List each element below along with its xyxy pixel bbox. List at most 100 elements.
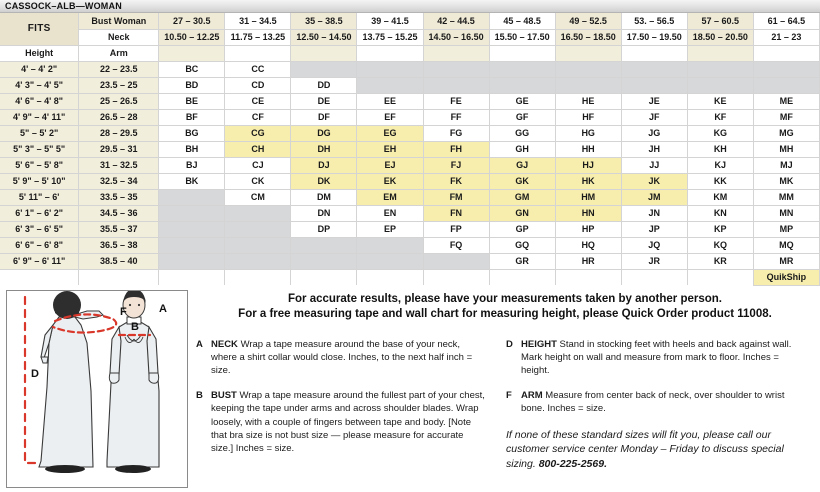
size-code-cell[interactable]: HN bbox=[555, 205, 622, 222]
size-code-cell[interactable]: FM bbox=[423, 189, 490, 206]
size-code-cell[interactable]: KR bbox=[687, 253, 754, 270]
size-code-cell[interactable]: JH bbox=[621, 141, 688, 158]
size-code-cell[interactable]: FK bbox=[423, 173, 490, 190]
size-code-cell[interactable]: FP bbox=[423, 221, 490, 238]
size-code-cell[interactable]: CJ bbox=[224, 157, 292, 174]
size-code-cell[interactable]: DK bbox=[290, 173, 358, 190]
size-code-cell[interactable]: KP bbox=[687, 221, 754, 238]
size-code-cell[interactable]: BE bbox=[158, 93, 226, 110]
size-code-cell[interactable]: ME bbox=[753, 93, 820, 110]
size-code-cell[interactable]: GN bbox=[489, 205, 556, 222]
size-code-cell[interactable]: HK bbox=[555, 173, 622, 190]
size-code-cell[interactable]: DJ bbox=[290, 157, 358, 174]
size-code-cell[interactable]: DN bbox=[290, 205, 358, 222]
size-code-cell[interactable]: JF bbox=[621, 109, 688, 126]
size-code-cell[interactable]: GK bbox=[489, 173, 556, 190]
size-code-cell[interactable]: CM bbox=[224, 189, 292, 206]
size-code-cell[interactable]: EF bbox=[356, 109, 424, 126]
size-code-cell[interactable]: HM bbox=[555, 189, 622, 206]
size-code-cell[interactable]: FH bbox=[423, 141, 490, 158]
size-code-cell[interactable]: JP bbox=[621, 221, 688, 238]
size-code-cell[interactable]: DE bbox=[290, 93, 358, 110]
size-code-cell[interactable]: HQ bbox=[555, 237, 622, 254]
size-code-cell[interactable]: EG bbox=[356, 125, 424, 142]
size-code-cell[interactable]: CC bbox=[224, 61, 292, 78]
size-code-cell[interactable]: JK bbox=[621, 173, 688, 190]
size-code-cell[interactable]: KQ bbox=[687, 237, 754, 254]
size-code-cell[interactable]: JE bbox=[621, 93, 688, 110]
size-code-cell[interactable]: MK bbox=[753, 173, 820, 190]
size-code-cell[interactable]: EK bbox=[356, 173, 424, 190]
size-code-cell[interactable]: HE bbox=[555, 93, 622, 110]
size-code-cell[interactable]: DD bbox=[290, 77, 358, 94]
size-code-cell[interactable]: FJ bbox=[423, 157, 490, 174]
size-code-cell[interactable]: MF bbox=[753, 109, 820, 126]
size-code-cell[interactable]: DF bbox=[290, 109, 358, 126]
size-code-cell[interactable]: GH bbox=[489, 141, 556, 158]
size-code-cell[interactable]: BF bbox=[158, 109, 226, 126]
size-code-cell[interactable]: HJ bbox=[555, 157, 622, 174]
size-code-cell[interactable]: GG bbox=[489, 125, 556, 142]
size-code-cell[interactable]: EN bbox=[356, 205, 424, 222]
size-code-cell[interactable]: BK bbox=[158, 173, 226, 190]
size-code-cell[interactable]: HG bbox=[555, 125, 622, 142]
size-code-cell[interactable]: BH bbox=[158, 141, 226, 158]
size-code-cell[interactable]: MN bbox=[753, 205, 820, 222]
size-code-cell[interactable]: CH bbox=[224, 141, 292, 158]
size-code-cell[interactable]: EM bbox=[356, 189, 424, 206]
size-code-cell[interactable]: CD bbox=[224, 77, 292, 94]
size-code-cell[interactable]: MG bbox=[753, 125, 820, 142]
size-code-cell[interactable]: MR bbox=[753, 253, 820, 270]
size-code-cell[interactable]: KF bbox=[687, 109, 754, 126]
size-code-cell[interactable]: KE bbox=[687, 93, 754, 110]
size-code-cell[interactable]: EE bbox=[356, 93, 424, 110]
size-code-cell[interactable]: BJ bbox=[158, 157, 226, 174]
size-code-cell[interactable]: HF bbox=[555, 109, 622, 126]
size-code-cell[interactable]: GE bbox=[489, 93, 556, 110]
size-code-cell[interactable]: MJ bbox=[753, 157, 820, 174]
size-code-cell[interactable]: JQ bbox=[621, 237, 688, 254]
size-code-cell[interactable]: EJ bbox=[356, 157, 424, 174]
size-code-cell[interactable]: KK bbox=[687, 173, 754, 190]
size-code-cell[interactable]: HR bbox=[555, 253, 622, 270]
size-code-cell[interactable]: GM bbox=[489, 189, 556, 206]
size-code-cell[interactable]: KG bbox=[687, 125, 754, 142]
size-code-cell[interactable]: MP bbox=[753, 221, 820, 238]
size-code-cell[interactable]: DG bbox=[290, 125, 358, 142]
size-code-cell[interactable]: JN bbox=[621, 205, 688, 222]
size-code-cell[interactable]: FG bbox=[423, 125, 490, 142]
size-code-cell[interactable]: GP bbox=[489, 221, 556, 238]
size-code-cell[interactable]: FQ bbox=[423, 237, 490, 254]
size-code-cell[interactable]: BG bbox=[158, 125, 226, 142]
size-code-cell[interactable]: FF bbox=[423, 109, 490, 126]
size-code-cell[interactable]: KN bbox=[687, 205, 754, 222]
size-code-cell[interactable]: GR bbox=[489, 253, 556, 270]
size-code-cell[interactable]: EH bbox=[356, 141, 424, 158]
size-code-cell[interactable]: KM bbox=[687, 189, 754, 206]
size-code-cell[interactable]: JJ bbox=[621, 157, 688, 174]
size-code-cell[interactable]: JM bbox=[621, 189, 688, 206]
size-code-cell[interactable]: FE bbox=[423, 93, 490, 110]
size-code-cell[interactable]: DM bbox=[290, 189, 358, 206]
size-code-cell[interactable]: CG bbox=[224, 125, 292, 142]
size-code-cell[interactable]: GJ bbox=[489, 157, 556, 174]
size-code-cell[interactable]: BD bbox=[158, 77, 226, 94]
size-code-cell[interactable]: KJ bbox=[687, 157, 754, 174]
size-code-cell[interactable]: HP bbox=[555, 221, 622, 238]
size-code-cell[interactable]: MM bbox=[753, 189, 820, 206]
size-code-cell[interactable]: KH bbox=[687, 141, 754, 158]
size-code-cell[interactable]: HH bbox=[555, 141, 622, 158]
size-code-cell[interactable]: GF bbox=[489, 109, 556, 126]
size-code-cell[interactable]: EP bbox=[356, 221, 424, 238]
size-code-cell[interactable]: JG bbox=[621, 125, 688, 142]
size-code-cell[interactable]: CK bbox=[224, 173, 292, 190]
size-code-cell[interactable]: FN bbox=[423, 205, 490, 222]
size-code-cell[interactable]: JR bbox=[621, 253, 688, 270]
size-code-cell[interactable]: DP bbox=[290, 221, 358, 238]
size-code-cell[interactable]: MQ bbox=[753, 237, 820, 254]
size-code-cell[interactable]: DH bbox=[290, 141, 358, 158]
size-code-cell[interactable]: MH bbox=[753, 141, 820, 158]
size-code-cell[interactable]: CF bbox=[224, 109, 292, 126]
size-code-cell[interactable]: GQ bbox=[489, 237, 556, 254]
size-code-cell[interactable]: BC bbox=[158, 61, 226, 78]
